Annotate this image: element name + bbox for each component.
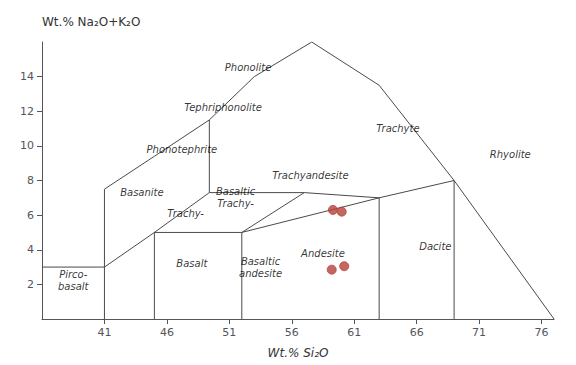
svg-text:46: 46 — [160, 326, 174, 339]
svg-text:12: 12 — [20, 105, 34, 118]
svg-text:76: 76 — [535, 326, 549, 339]
svg-text:8: 8 — [27, 174, 34, 187]
svg-text:Basalt: Basalt — [176, 258, 208, 269]
svg-text:10: 10 — [20, 139, 34, 152]
svg-text:Trachy-: Trachy- — [217, 198, 254, 209]
svg-text:Basaltic: Basaltic — [241, 256, 281, 267]
svg-text:basalt: basalt — [58, 281, 90, 292]
svg-text:2: 2 — [27, 278, 34, 291]
svg-text:Phonotephrite: Phonotephrite — [147, 144, 218, 155]
svg-text:Andesite: Andesite — [300, 248, 345, 259]
svg-text:71: 71 — [472, 326, 486, 339]
svg-text:56: 56 — [285, 326, 299, 339]
svg-text:Basaltic: Basaltic — [216, 186, 256, 197]
svg-text:61: 61 — [347, 326, 361, 339]
svg-text:41: 41 — [97, 326, 111, 339]
svg-text:Basanite: Basanite — [120, 187, 164, 198]
svg-text:Wt.% Si₂O: Wt.% Si₂O — [268, 346, 329, 360]
svg-text:14: 14 — [20, 70, 34, 83]
svg-text:Dacite: Dacite — [419, 241, 451, 252]
svg-text:4: 4 — [27, 243, 34, 256]
svg-text:Trachyandesite: Trachyandesite — [272, 170, 348, 181]
svg-text:Rhyolite: Rhyolite — [490, 149, 531, 160]
svg-text:Pirco-: Pirco- — [59, 269, 88, 280]
svg-text:Trachyte: Trachyte — [376, 123, 419, 134]
svg-text:51: 51 — [222, 326, 236, 339]
svg-text:Trachy-: Trachy- — [167, 208, 204, 219]
svg-text:6: 6 — [27, 209, 34, 222]
svg-text:Wt.% Na₂O+K₂O: Wt.% Na₂O+K₂O — [42, 15, 140, 29]
svg-text:Phonolite: Phonolite — [225, 62, 272, 73]
svg-text:andesite: andesite — [239, 268, 282, 279]
svg-text:Tephriphonolite: Tephriphonolite — [184, 102, 261, 113]
svg-text:66: 66 — [410, 326, 424, 339]
